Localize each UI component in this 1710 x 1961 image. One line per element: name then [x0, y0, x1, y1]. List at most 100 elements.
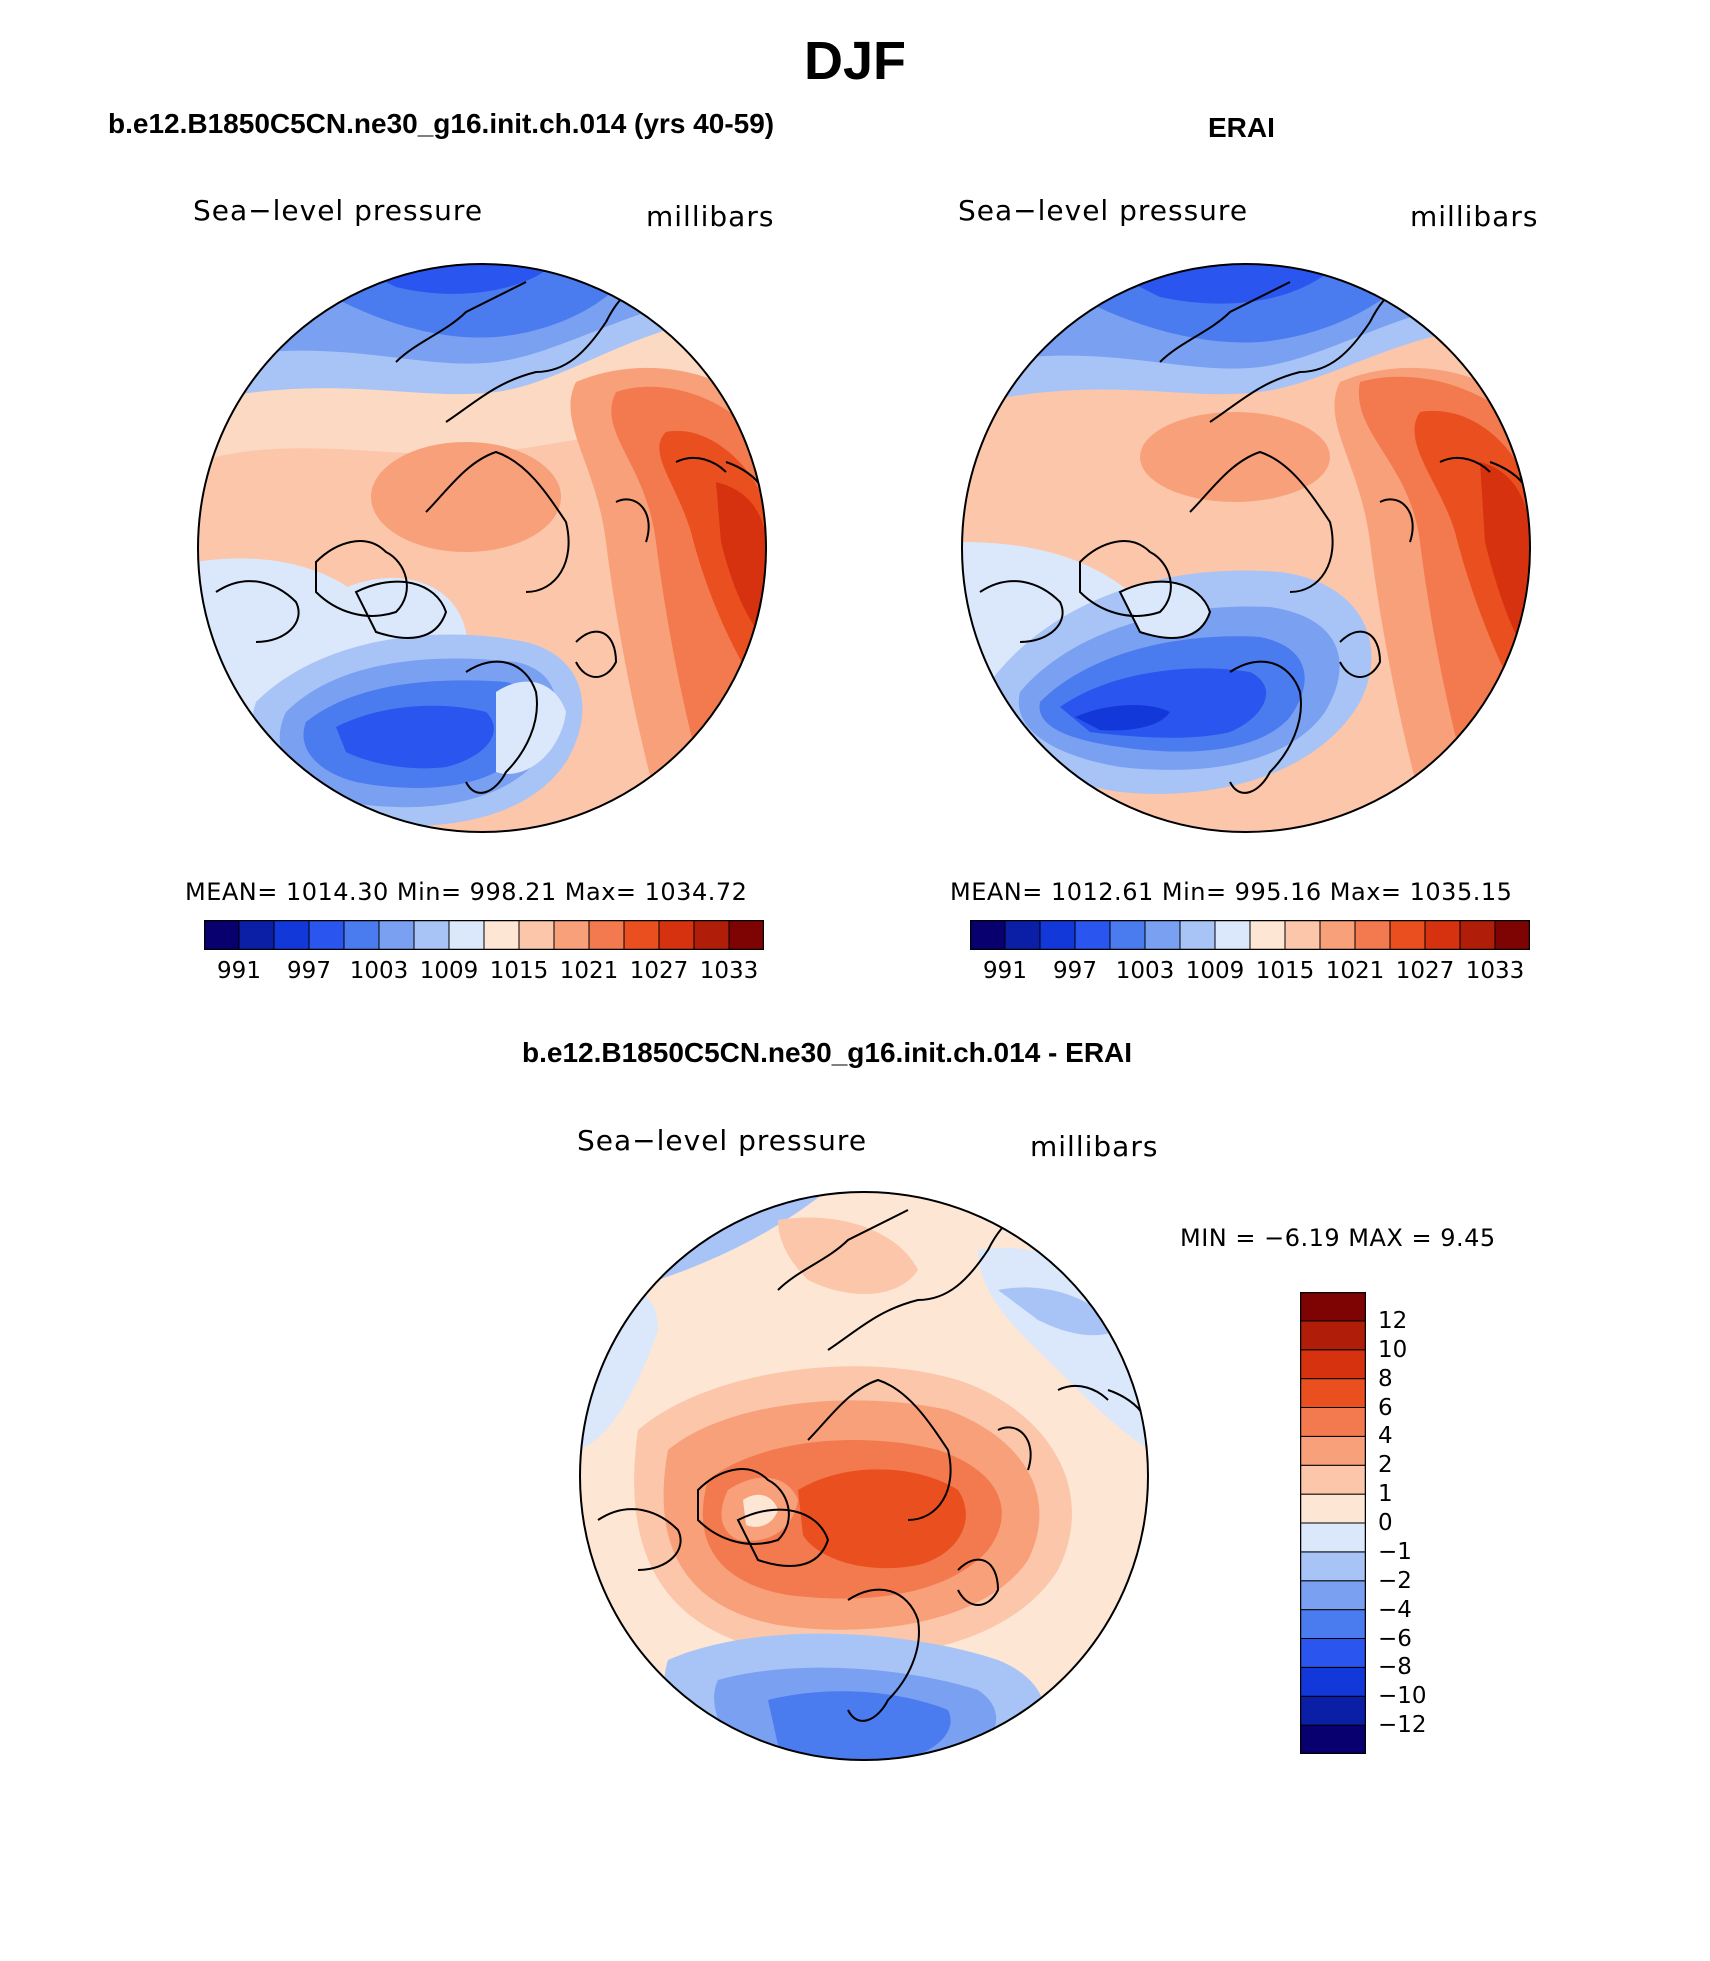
colorbar-swatch	[1459, 920, 1496, 950]
colorbar-tick-label: −12	[1378, 1712, 1427, 1739]
colorbar-swatch	[1494, 920, 1530, 950]
colorbar-swatch	[343, 920, 380, 950]
obs-colorbar-labels: 991 997 1003 1009 1015 1021 1027 1033	[970, 958, 1530, 988]
diff-panel-title: b.e12.B1850C5CN.ne30_g16.init.ch.014 - E…	[522, 1037, 1133, 1068]
colorbar-swatch	[1424, 920, 1461, 950]
colorbar-swatch	[1300, 1349, 1366, 1380]
colorbar-swatch	[1300, 1464, 1366, 1495]
diff-colorbar-labels: 12 10 8 6 4 2 1 0 −1 −2 −4 −6 −8 −10 −12	[1378, 1292, 1478, 1754]
colorbar-swatch	[728, 920, 764, 950]
colorbar-swatch	[1284, 920, 1321, 950]
colorbar-swatch	[1300, 1522, 1366, 1553]
colorbar-swatch	[1249, 920, 1286, 950]
colorbar-tick-label: 1015	[489, 958, 549, 984]
colorbar-tick-label: 0	[1378, 1510, 1393, 1536]
colorbar-swatch	[1300, 1551, 1366, 1582]
colorbar-tick-label: 2	[1378, 1452, 1393, 1479]
colorbar-swatch	[1109, 920, 1146, 950]
colorbar-swatch	[1300, 1320, 1366, 1351]
colorbar-tick-label: 10	[1378, 1336, 1408, 1363]
diff-stats: MIN = −6.19 MAX = 9.45	[1180, 1224, 1496, 1252]
colorbar-swatch	[693, 920, 730, 950]
colorbar-swatch	[623, 920, 660, 950]
colorbar-swatch	[1004, 920, 1041, 950]
colorbar-tick-label: 1033	[1465, 958, 1525, 984]
diff-colorbar	[1300, 1292, 1366, 1754]
colorbar-swatch	[204, 920, 240, 950]
colorbar-swatch	[1074, 920, 1111, 950]
colorbar-swatch	[1300, 1724, 1366, 1754]
colorbar-tick-label: 6	[1378, 1394, 1393, 1421]
colorbar-tick-label: 1033	[699, 958, 759, 984]
colorbar-swatch	[1300, 1378, 1366, 1408]
colorbar-tick-label: 1027	[1395, 958, 1455, 984]
colorbar-tick-label: 1021	[559, 958, 619, 984]
colorbar-swatch	[1300, 1695, 1366, 1726]
colorbar-tick-label: 1003	[1115, 958, 1175, 984]
colorbar-tick-label: 4	[1378, 1423, 1393, 1450]
colorbar-tick-label: 1027	[629, 958, 689, 984]
colorbar-tick-label: 1003	[349, 958, 409, 984]
figure-title: DJF	[803, 31, 906, 91]
model-colorbar-swatches	[204, 920, 764, 950]
colorbar-swatch	[970, 920, 1006, 950]
model-stats: MEAN= 1014.30 Min= 998.21 Max= 1034.72	[185, 878, 748, 906]
colorbar-swatch	[1214, 920, 1251, 950]
obs-polar-map	[961, 263, 1531, 833]
obs-colorbar	[970, 920, 1530, 950]
model-colorbar-labels: 991 997 1003 1009 1015 1021 1027 1033	[204, 958, 764, 988]
colorbar-swatch	[273, 920, 310, 950]
colorbar-tick-label: 1009	[419, 958, 479, 984]
colorbar-swatch	[1389, 920, 1426, 950]
diff-polar-map	[579, 1191, 1149, 1761]
diff-units-label: millibars	[1030, 1130, 1159, 1163]
colorbar-swatch	[588, 920, 625, 950]
colorbar-swatch	[308, 920, 345, 950]
colorbar-swatch	[238, 920, 275, 950]
colorbar-swatch	[1354, 920, 1391, 950]
colorbar-swatch	[658, 920, 695, 950]
colorbar-swatch	[1039, 920, 1076, 950]
colorbar-tick-label: 997	[287, 958, 331, 984]
colorbar-swatch	[448, 920, 485, 950]
diff-colorbar-swatches	[1300, 1292, 1366, 1754]
obs-panel-title: ERAI	[1208, 112, 1275, 143]
model-units-label: millibars	[646, 200, 775, 233]
colorbar-swatch	[1319, 920, 1356, 950]
colorbar-tick-label: −4	[1378, 1596, 1412, 1623]
model-polar-map	[197, 263, 767, 833]
model-variable-label: Sea−level pressure	[193, 194, 484, 227]
colorbar-tick-label: 1015	[1255, 958, 1315, 984]
colorbar-swatch	[413, 920, 450, 950]
colorbar-swatch	[1144, 920, 1181, 950]
colorbar-swatch	[1300, 1407, 1366, 1437]
colorbar-tick-label: −1	[1378, 1538, 1412, 1565]
obs-variable-label: Sea−level pressure	[958, 194, 1249, 227]
colorbar-tick-label: 1021	[1325, 958, 1385, 984]
colorbar-tick-label: 12	[1378, 1307, 1408, 1334]
colorbar-swatch	[1300, 1580, 1366, 1611]
colorbar-tick-label: −8	[1378, 1654, 1412, 1681]
colorbar-tick-label: 1009	[1185, 958, 1245, 984]
obs-units-label: millibars	[1410, 200, 1539, 233]
colorbar-swatch	[1179, 920, 1216, 950]
colorbar-tick-label: −6	[1378, 1625, 1412, 1652]
model-colorbar	[204, 920, 764, 950]
colorbar-swatch	[553, 920, 590, 950]
diff-variable-label: Sea−level pressure	[577, 1124, 868, 1157]
colorbar-swatch	[1300, 1292, 1366, 1322]
colorbar-tick-label: 8	[1378, 1365, 1393, 1392]
colorbar-tick-label: 1	[1378, 1481, 1393, 1508]
colorbar-swatch	[1300, 1638, 1366, 1668]
colorbar-tick-label: 997	[1053, 958, 1097, 984]
colorbar-swatch	[1300, 1435, 1366, 1466]
colorbar-swatch	[1300, 1493, 1366, 1524]
obs-stats: MEAN= 1012.61 Min= 995.16 Max= 1035.15	[950, 878, 1513, 906]
obs-colorbar-swatches	[970, 920, 1530, 950]
colorbar-tick-label: 991	[983, 958, 1027, 984]
colorbar-tick-label: 991	[217, 958, 261, 984]
colorbar-swatch	[518, 920, 555, 950]
colorbar-swatch	[378, 920, 415, 950]
colorbar-swatch	[1300, 1609, 1366, 1639]
model-panel-title: b.e12.B1850C5CN.ne30_g16.init.ch.014 (yr…	[108, 108, 775, 139]
